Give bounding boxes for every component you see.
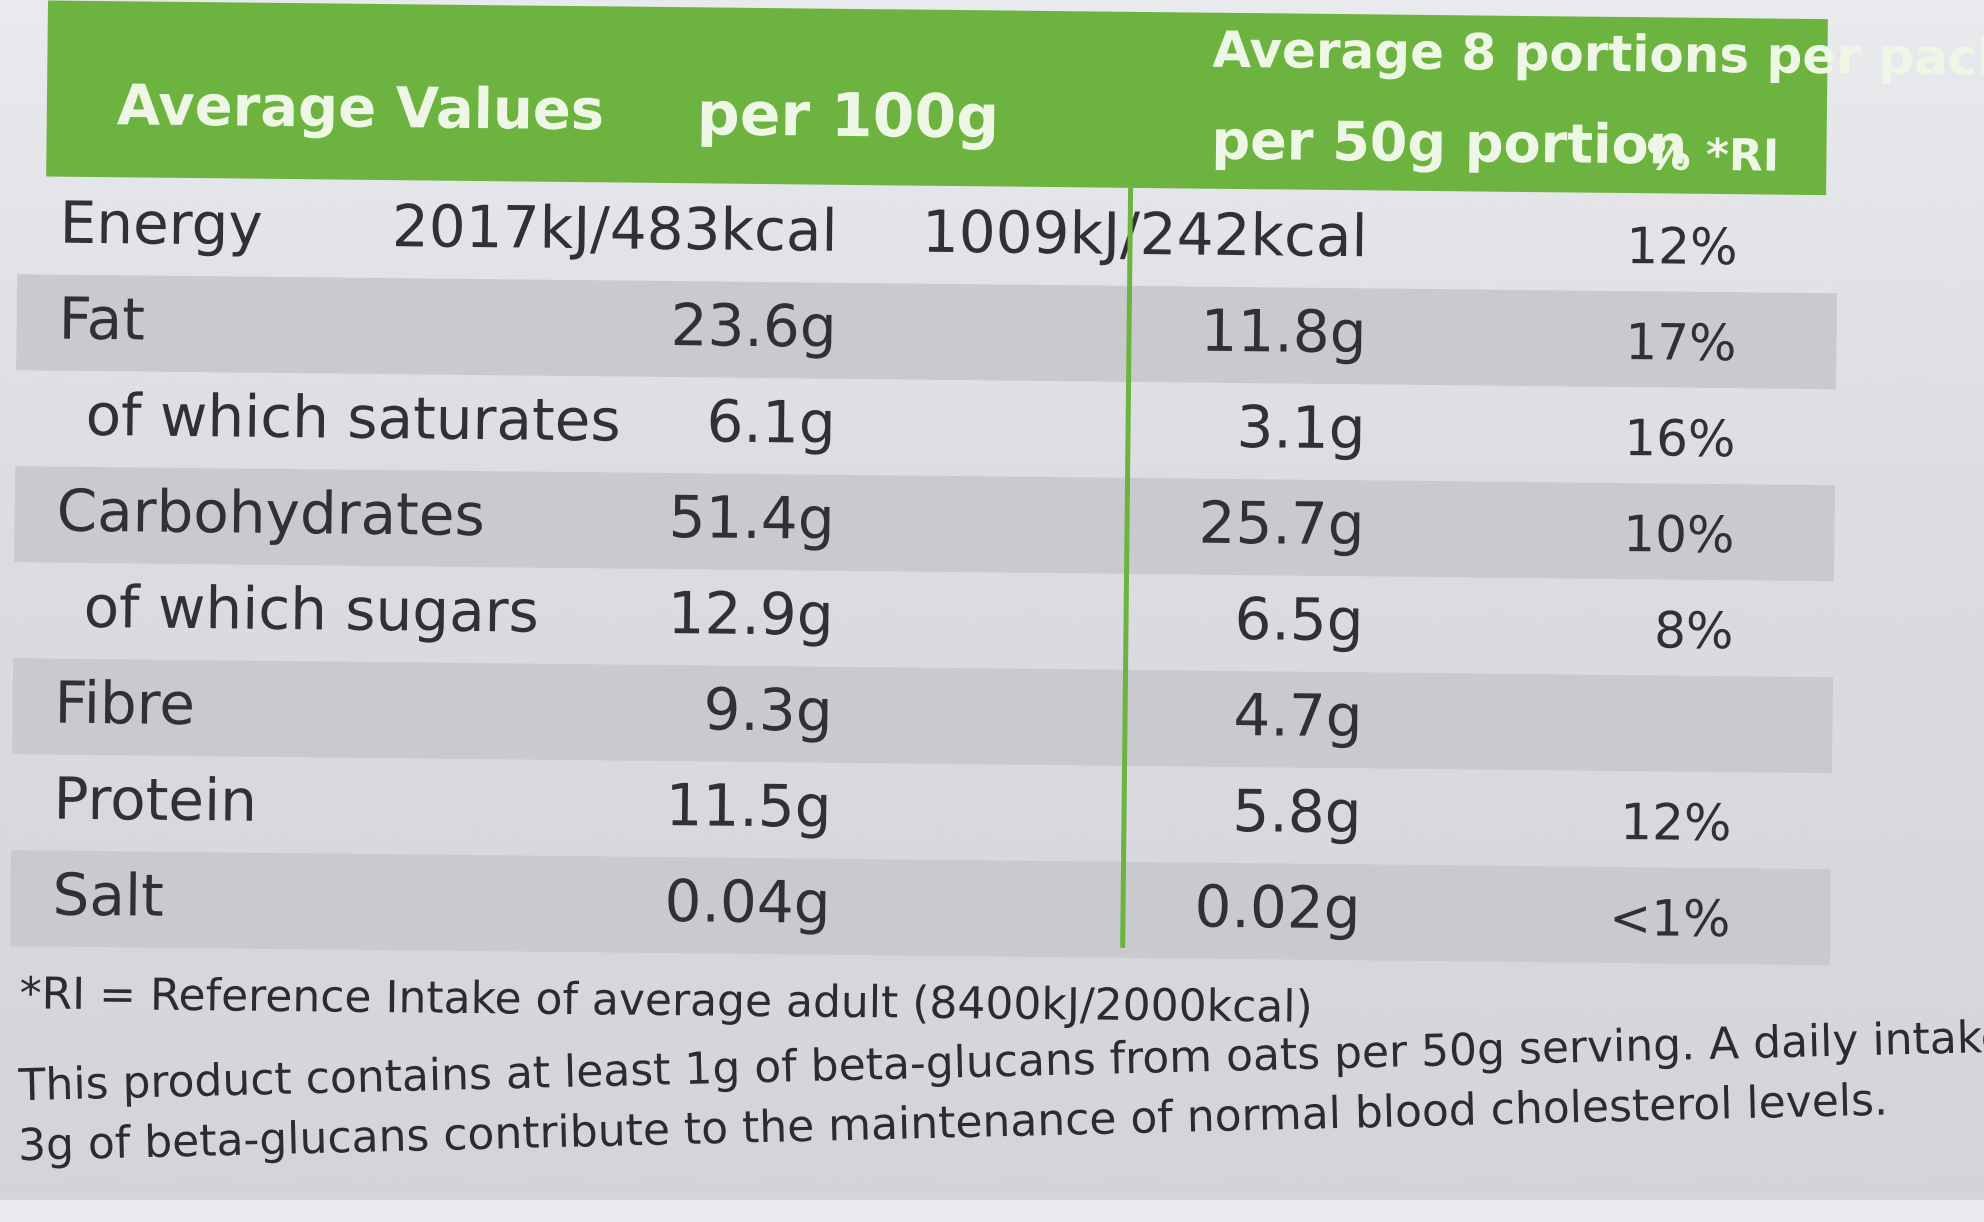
ri-footnote: *RI = Reference Intake of average adult …	[19, 968, 1313, 1033]
value-per-portion: 5.8g	[1232, 776, 1362, 847]
nutrient-name: Protein	[53, 764, 258, 835]
value-per-portion: 6.5g	[1234, 584, 1364, 655]
table-row: Fibre 9.3g 4.7g	[12, 658, 1834, 774]
table-row: Fat 23.6g 11.8g 17%	[16, 274, 1838, 390]
header-per-portion: per 50g portion	[1211, 108, 1688, 177]
nutrient-name: Carbohydrates	[56, 476, 486, 550]
nutrient-name: Fat	[58, 284, 146, 354]
value-per-100g: 2017kJ/483kcal	[391, 192, 838, 265]
value-per-portion: 4.7g	[1233, 680, 1363, 751]
value-per-portion: 25.7g	[1198, 488, 1365, 559]
value-per-100g: 23.6g	[670, 291, 837, 361]
value-ri: 12%	[1626, 217, 1738, 277]
nutrient-name: Salt	[52, 860, 165, 930]
nutrient-name: of which sugars	[83, 572, 540, 646]
value-per-portion: 11.8g	[1200, 296, 1367, 367]
header-per-100g: per 100g	[696, 79, 1000, 153]
value-per-100g: 11.5g	[665, 771, 832, 841]
value-ri: 12%	[1620, 793, 1732, 853]
value-per-100g: 12.9g	[667, 579, 834, 649]
value-ri: 8%	[1653, 601, 1734, 661]
value-per-100g: 6.1g	[706, 387, 836, 457]
nutrient-name: Energy	[59, 188, 264, 259]
table-row: of which saturates 6.1g 3.1g 16%	[15, 370, 1836, 485]
header-portions-per-pack: Average 8 portions per pack	[1212, 20, 1984, 88]
value-ri: <1%	[1608, 888, 1731, 949]
value-per-100g: 51.4g	[668, 483, 835, 553]
value-ri: 17%	[1625, 313, 1737, 373]
table-row: Carbohydrates 51.4g 25.7g 10%	[14, 466, 1836, 582]
table-row: Protein 11.5g 5.8g 12%	[11, 754, 1832, 869]
value-per-100g: 0.04g	[664, 867, 831, 937]
value-per-portion: 0.02g	[1194, 872, 1361, 943]
value-per-100g: 9.3g	[703, 675, 833, 745]
header-average-values: Average Values	[116, 73, 605, 144]
value-ri: 16%	[1624, 409, 1736, 469]
table-row: Energy 2017kJ/483kcal 1009kJ/242kcal 12%	[17, 178, 1838, 293]
nutrition-table: Energy 2017kJ/483kcal 1009kJ/242kcal 12%…	[10, 178, 1838, 966]
value-per-portion: 1009kJ/242kcal	[921, 197, 1368, 271]
table-row: Salt 0.04g 0.02g <1%	[10, 850, 1831, 966]
value-ri: 10%	[1623, 505, 1735, 565]
table-row: of which sugars 12.9g 6.5g 8%	[13, 562, 1834, 677]
header-ri: % *RI	[1646, 129, 1780, 182]
value-per-portion: 3.1g	[1236, 392, 1366, 463]
table-header: Average Values per 100g Average 8 portio…	[46, 0, 1984, 196]
nutrient-name: Fibre	[54, 668, 196, 739]
nutrient-name: of which saturates	[85, 380, 622, 455]
